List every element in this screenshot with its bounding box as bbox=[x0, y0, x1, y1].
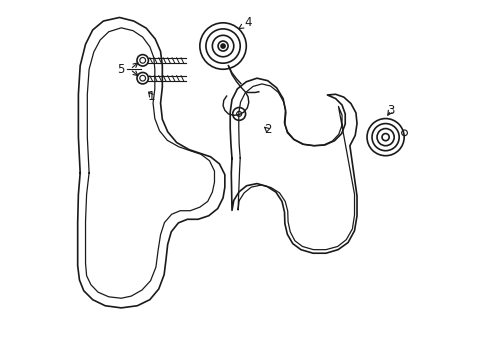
Circle shape bbox=[221, 44, 225, 48]
Text: 1: 1 bbox=[147, 90, 155, 103]
Text: 4: 4 bbox=[238, 16, 251, 29]
Text: 5: 5 bbox=[117, 63, 125, 76]
Text: 2: 2 bbox=[264, 123, 271, 136]
Text: 3: 3 bbox=[386, 104, 394, 117]
